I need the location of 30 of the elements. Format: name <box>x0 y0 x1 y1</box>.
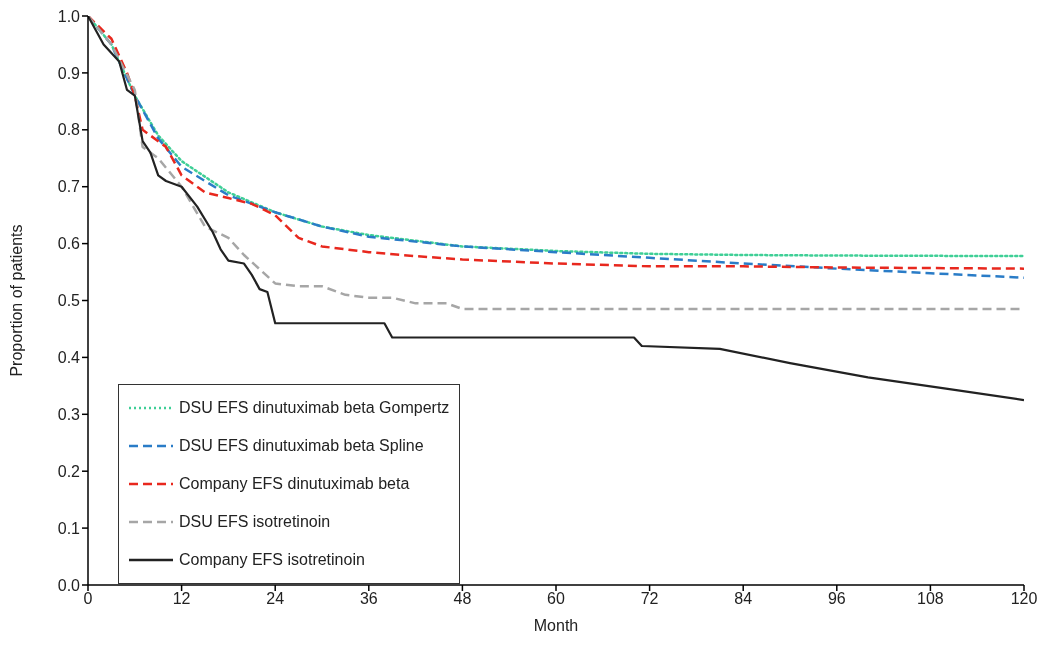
x-tick-label: 24 <box>266 590 285 608</box>
y-tick-label: 0.1 <box>57 519 81 537</box>
x-tick-label: 12 <box>172 590 191 608</box>
y-tick-label: 0.5 <box>57 292 81 310</box>
y-tick-label: 0.6 <box>57 235 81 253</box>
y-tick-label: 0.4 <box>57 349 81 367</box>
legend-label: DSU EFS dinutuximab beta Spline <box>179 437 424 455</box>
x-tick-label: 84 <box>734 590 753 608</box>
y-tick-label: 0.0 <box>57 576 81 594</box>
y-tick-label: 0.8 <box>57 121 81 139</box>
y-tick-label: 0.7 <box>57 178 81 196</box>
x-tick-label: 60 <box>547 590 565 608</box>
x-tick-label: 120 <box>1010 590 1038 608</box>
legend-label: DSU EFS isotretinoin <box>179 513 331 531</box>
legend-label: DSU EFS dinutuximab beta Gompertz <box>179 399 450 417</box>
x-tick-label: 48 <box>453 590 472 608</box>
y-tick-label: 0.3 <box>57 405 81 423</box>
x-tick-label: 0 <box>83 590 93 608</box>
line-series <box>88 16 1024 402</box>
y-axis-title: Proportion of patients <box>7 224 25 377</box>
x-tick-label: 108 <box>917 590 944 608</box>
x-tick-label: 96 <box>827 590 846 608</box>
y-tick-label: 0.9 <box>57 64 81 82</box>
x-axis-title: Month <box>533 617 579 634</box>
y-tick-label: 0.2 <box>57 462 81 480</box>
legend-label: Company EFS isotretinoin <box>179 551 365 569</box>
y-tick-label: 1.0 <box>57 7 81 25</box>
legend-label: Company EFS dinutuximab beta <box>179 475 410 493</box>
x-tick-label: 36 <box>359 590 378 608</box>
x-tick-label: 72 <box>640 590 659 608</box>
